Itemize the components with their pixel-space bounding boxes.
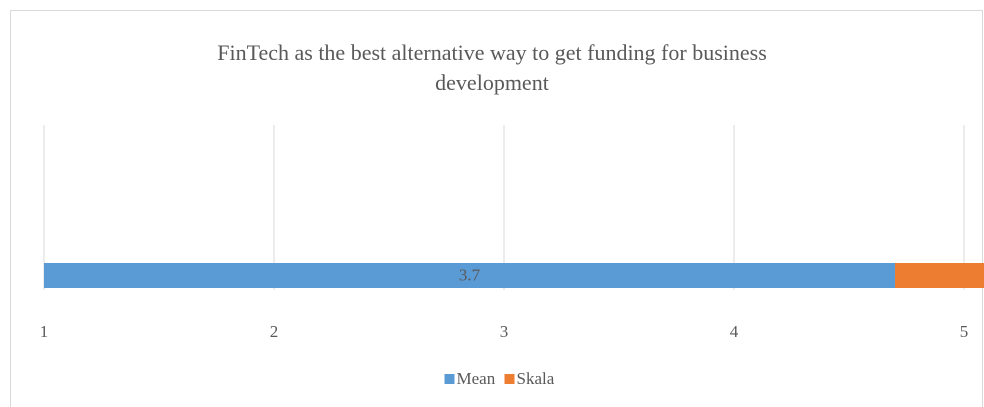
x-tick-label: 3 [500,322,509,341]
legend-swatch [444,374,455,384]
chart-frame [10,10,983,407]
x-tick-label: 5 [960,322,969,341]
bar-segment [895,263,984,288]
x-tick-label: 2 [270,322,279,341]
x-tick-label: 1 [40,322,49,341]
chart-title: FinTech as the best alternative way to g… [217,40,767,95]
legend-label: Skala [517,369,555,388]
data-label: 3.7 [459,265,481,284]
x-tick-label: 4 [730,322,739,341]
legend-label: Mean [457,369,496,388]
legend-swatch [504,374,515,384]
bar-segment [44,263,895,288]
